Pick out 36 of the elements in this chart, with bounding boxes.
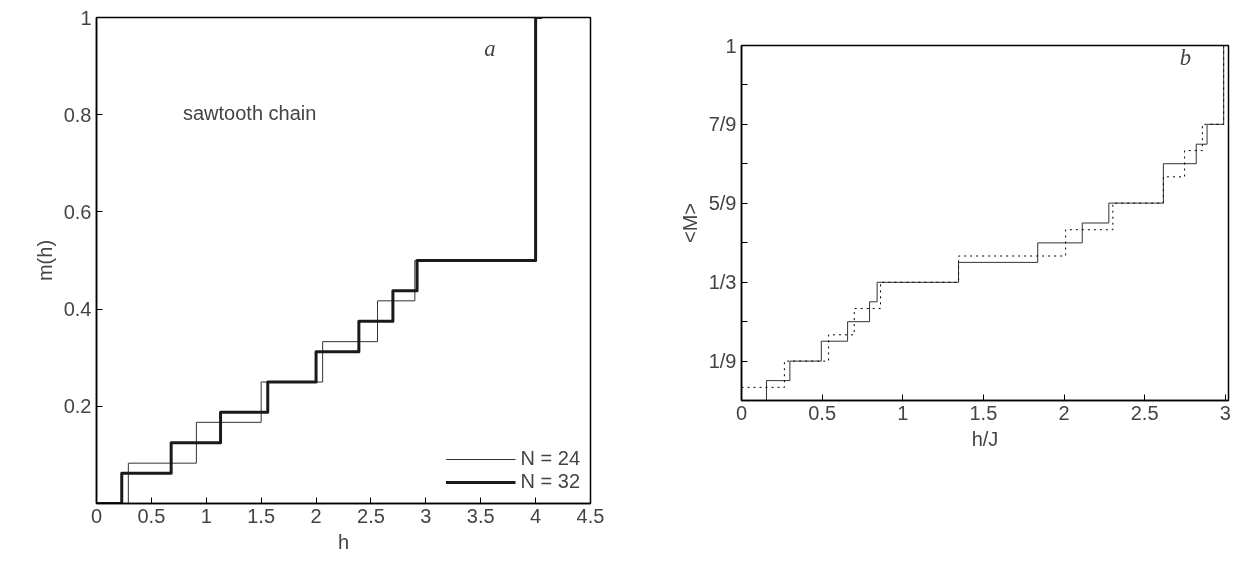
- annotation: a: [484, 36, 496, 62]
- x-tick-label: 3: [420, 504, 432, 527]
- y-axis-title: <M>: [678, 202, 701, 244]
- x-tick-label: 2.5: [357, 504, 385, 527]
- y-tick-label: 1: [80, 6, 92, 29]
- x-tick-label: 0.5: [808, 401, 837, 424]
- y-tick-label: 7/9: [708, 113, 737, 136]
- x-tick-label: 4: [530, 504, 542, 527]
- x-tick-label: 3.5: [466, 504, 495, 527]
- x-tick-label: 2: [1058, 401, 1070, 424]
- y-tick-label: 0.4: [63, 298, 92, 321]
- legend-label: N = 32: [520, 470, 580, 493]
- x-tick-label: 3: [1219, 401, 1231, 424]
- y-tick-label: 1: [725, 34, 737, 57]
- x-tick-label: 0: [735, 401, 748, 424]
- x-tick-label: 1: [897, 401, 909, 424]
- annotation: b: [1179, 45, 1192, 71]
- x-tick-label: 2: [310, 504, 322, 527]
- x-tick-label: 1.5: [247, 504, 276, 527]
- x-axis-title: h: [337, 530, 350, 553]
- y-tick-label: 5/9: [708, 192, 737, 215]
- y-tick-label: 0.2: [63, 395, 92, 418]
- x-tick-label: 0: [90, 504, 103, 527]
- x-tick-label: 1: [200, 504, 212, 527]
- x-tick-label: 1.5: [969, 401, 998, 424]
- y-tick-label: 0.6: [63, 200, 92, 223]
- legend-label: N = 24: [520, 447, 580, 470]
- y-tick-label: 1/9: [708, 350, 737, 373]
- x-axis-title: h/J: [971, 427, 999, 450]
- y-axis-title: m(h): [33, 239, 56, 282]
- x-tick-label: 0.5: [137, 504, 166, 527]
- x-tick-label: 4.5: [576, 504, 605, 527]
- x-tick-label: 2.5: [1130, 401, 1159, 424]
- y-tick-label: 1/3: [708, 271, 737, 294]
- y-tick-label: 0.8: [63, 103, 92, 126]
- annotation: sawtooth chain: [182, 102, 317, 125]
